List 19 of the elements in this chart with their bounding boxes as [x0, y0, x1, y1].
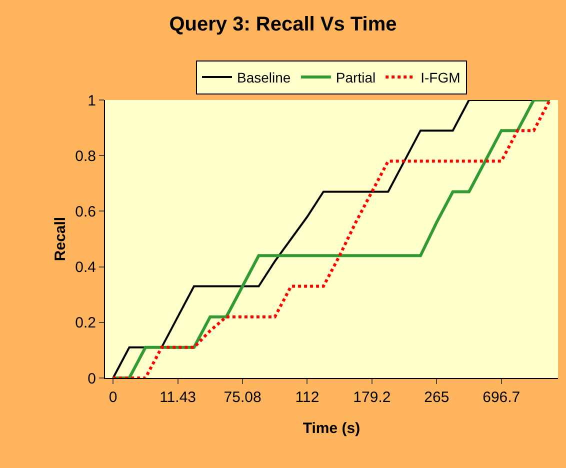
- x-tick-label: 11.43: [160, 389, 196, 406]
- x-tick-label: 179.2: [353, 389, 391, 406]
- y-tick-label: 0.6: [75, 203, 96, 220]
- y-tick-label: 0.8: [75, 148, 96, 165]
- x-tick-label: 0: [108, 389, 118, 406]
- y-tick-label: 0.2: [75, 314, 96, 332]
- x-axis-title: Time (s): [302, 420, 360, 437]
- chart-title: Query 3: Recall Vs Time: [169, 13, 397, 36]
- x-tick-label: 112: [295, 389, 320, 406]
- x-tick-label: 696.7: [482, 389, 520, 406]
- legend-label: Partial: [336, 70, 376, 86]
- y-axis-title: Recall: [52, 216, 69, 262]
- y-tick-label: 1: [88, 92, 96, 110]
- x-tick-label: 265: [424, 389, 450, 406]
- y-tick-label: 0.4: [75, 259, 96, 276]
- legend-label: I-FGM: [420, 70, 460, 86]
- x-tick-label: 75.08: [224, 389, 262, 406]
- legend-label: Baseline: [237, 70, 291, 86]
- y-tick-label: 0: [88, 370, 96, 388]
